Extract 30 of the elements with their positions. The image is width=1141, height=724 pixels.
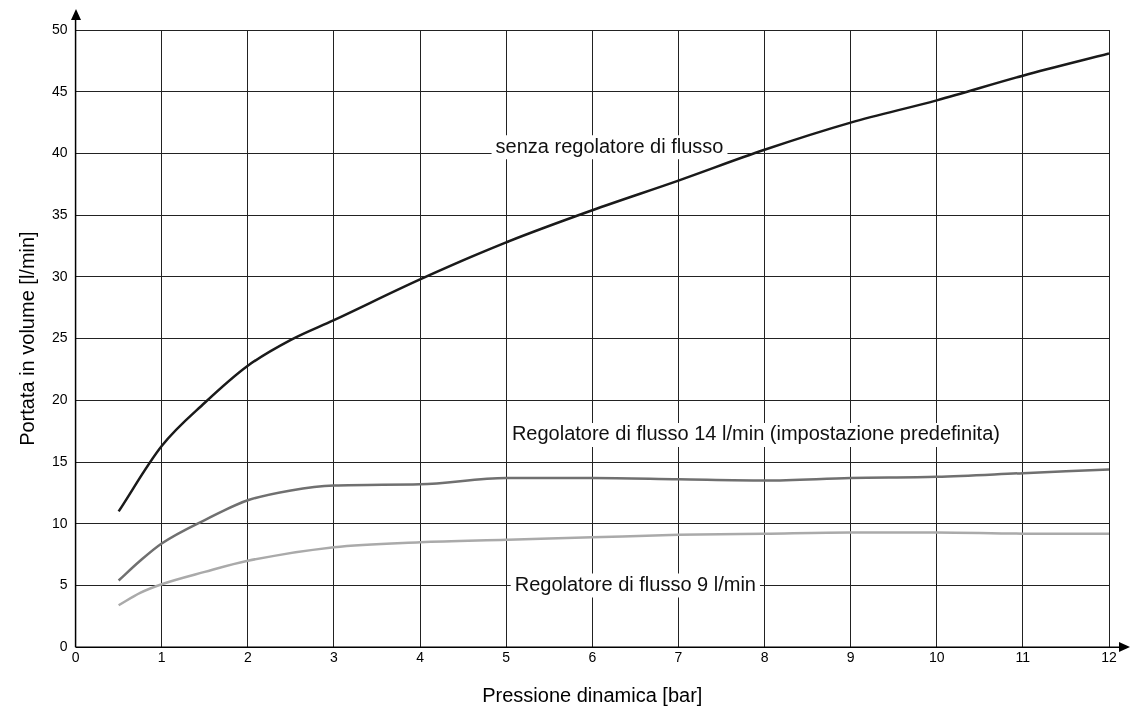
y-axis-title: Portata in volume [l/min] — [15, 231, 38, 446]
x-axis-title: Pressione dinamica [bar] — [482, 683, 703, 706]
series-label: senza regolatore di flusso — [495, 134, 724, 157]
y-tick-label: 0 — [59, 638, 68, 655]
x-tick-label: 5 — [502, 649, 511, 666]
y-tick-label: 45 — [51, 82, 68, 99]
y-tick-label: 35 — [51, 206, 68, 223]
x-tick-label: 12 — [1101, 649, 1117, 666]
x-tick-label: 9 — [846, 649, 855, 666]
y-tick-label: 40 — [51, 144, 68, 161]
y-tick-label: 10 — [51, 514, 68, 531]
line-series — [117, 531, 1109, 607]
x-tick-label: 10 — [928, 649, 945, 666]
series-label: Regolatore di flusso 9 l/min — [514, 573, 756, 595]
x-tick-label: 7 — [674, 649, 683, 666]
y-tick-label: 20 — [51, 391, 68, 408]
x-tick-label: 1 — [157, 649, 166, 666]
x-tick-label: 11 — [1015, 649, 1031, 666]
y-tick-label: 25 — [51, 329, 68, 346]
x-tick-label: 8 — [760, 649, 769, 666]
x-tick-label: 6 — [588, 649, 597, 666]
y-tick-label: 15 — [51, 452, 68, 469]
x-tick-label: 0 — [71, 649, 80, 666]
series-label: Regolatore di flusso 14 l/min (impostazione predefinita) — [511, 422, 1000, 445]
x-tick-label: 4 — [416, 649, 425, 666]
y-tick-label: 50 — [51, 20, 68, 37]
y-tick-label: 30 — [51, 267, 68, 284]
y-tick-label: 5 — [59, 576, 68, 593]
x-tick-label: 3 — [330, 649, 339, 666]
x-tick-label: 2 — [243, 649, 252, 666]
